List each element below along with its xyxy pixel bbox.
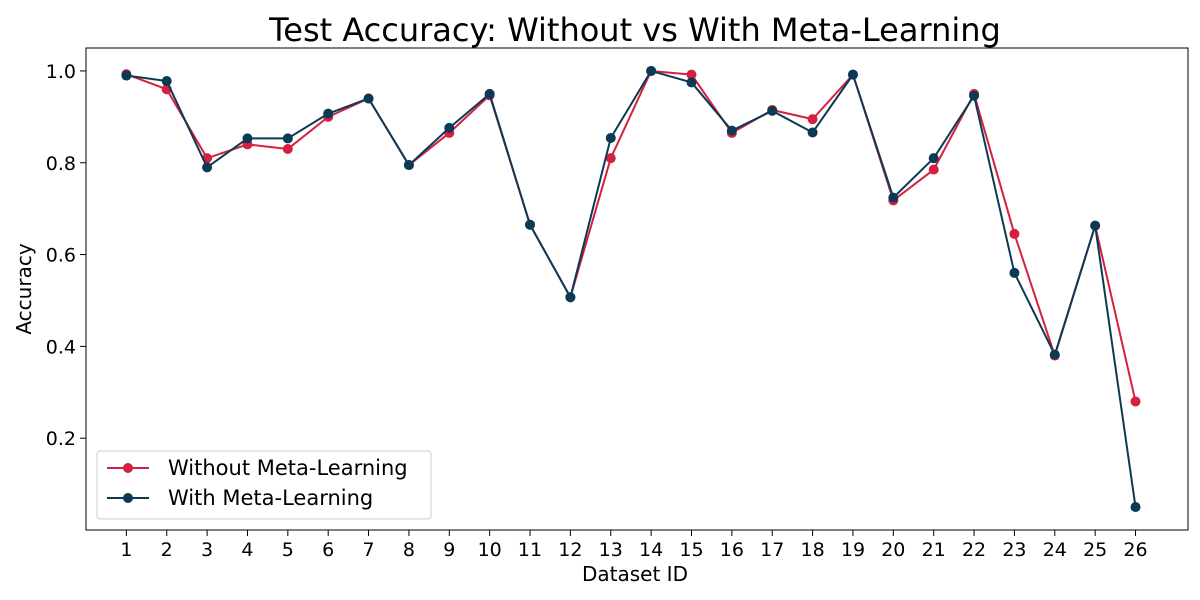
- data-point-with-meta-learning: [282, 133, 293, 144]
- x-axis: 1 2 3 4 5 6 7 8 9 10 11 12 13 14 15 16 17 18 19 20 21 22 23 24 2…: [120, 530, 1148, 561]
- x-tick-label: 5: [282, 539, 294, 561]
- chart-title: Test Accuracy: Without vs With Meta-Lear…: [268, 11, 1001, 49]
- data-point-with-meta-learning: [363, 93, 374, 104]
- x-tick-label: 18: [800, 539, 824, 561]
- x-tick-label: 22: [962, 539, 986, 561]
- data-point-without-meta-learning: [282, 143, 293, 154]
- y-axis: 0.2 0.4 0.6 0.8 1.0: [46, 61, 86, 450]
- data-point-with-meta-learning: [323, 108, 334, 119]
- data-point-with-meta-learning: [646, 65, 657, 76]
- legend-label-without-meta-learning: Without Meta-Learning: [168, 456, 408, 480]
- data-point-without-meta-learning: [605, 153, 616, 164]
- data-point-with-meta-learning: [1130, 502, 1141, 513]
- data-point-with-meta-learning: [484, 88, 495, 99]
- data-point-with-meta-learning: [242, 133, 253, 144]
- x-tick-label: 3: [201, 539, 213, 561]
- series-layer: [121, 65, 1141, 513]
- y-tick-label: 0.8: [46, 153, 76, 175]
- x-tick-label: 2: [161, 539, 173, 561]
- series-without-meta-learning: [121, 65, 1141, 407]
- x-tick-label: 11: [518, 539, 542, 561]
- y-tick-label: 1.0: [46, 61, 76, 83]
- data-point-with-meta-learning: [444, 122, 455, 133]
- x-axis-label: Dataset ID: [582, 562, 688, 586]
- y-tick-label: 0.2: [46, 428, 76, 450]
- x-tick-label: 19: [841, 539, 865, 561]
- x-tick-label: 23: [1002, 539, 1026, 561]
- data-point-without-meta-learning: [928, 164, 939, 175]
- data-point-with-meta-learning: [565, 292, 576, 303]
- x-tick-label: 8: [403, 539, 415, 561]
- x-tick-label: 7: [363, 539, 375, 561]
- data-point-without-meta-learning: [1009, 228, 1020, 239]
- x-tick-label: 10: [478, 539, 502, 561]
- legend: Without Meta-Learning With Meta-Learning: [96, 450, 432, 520]
- x-tick-label: 13: [599, 539, 623, 561]
- plot-area-frame: [85, 47, 1189, 531]
- data-point-with-meta-learning: [928, 153, 939, 164]
- legend-marker-with-meta-learning: [123, 493, 133, 503]
- data-point-with-meta-learning: [525, 219, 536, 230]
- y-tick-label: 0.6: [46, 245, 76, 267]
- x-tick-label: 9: [443, 539, 455, 561]
- legend-marker-without-meta-learning: [123, 463, 133, 473]
- x-tick-label: 14: [639, 539, 663, 561]
- data-point-with-meta-learning: [767, 105, 778, 116]
- data-point-without-meta-learning: [1130, 396, 1141, 407]
- x-tick-label: 24: [1043, 539, 1067, 561]
- x-tick-label: 1: [120, 539, 132, 561]
- x-tick-label: 12: [558, 539, 582, 561]
- data-point-with-meta-learning: [726, 125, 737, 136]
- x-tick-label: 20: [881, 539, 905, 561]
- series-line-with-meta-learning: [126, 69, 1137, 508]
- x-tick-label: 26: [1123, 539, 1147, 561]
- data-point-with-meta-learning: [686, 77, 697, 88]
- x-tick-label: 25: [1083, 539, 1107, 561]
- data-point-with-meta-learning: [202, 162, 213, 173]
- data-point-with-meta-learning: [403, 160, 414, 171]
- data-point-with-meta-learning: [121, 70, 132, 81]
- x-tick-label: 4: [241, 539, 253, 561]
- data-point-with-meta-learning: [605, 132, 616, 143]
- y-tick-label: 0.4: [46, 336, 76, 358]
- series-with-meta-learning: [121, 65, 1141, 513]
- data-point-with-meta-learning: [807, 127, 818, 138]
- data-point-with-meta-learning: [969, 90, 980, 101]
- x-tick-label: 6: [322, 539, 334, 561]
- x-tick-label: 16: [720, 539, 744, 561]
- data-point-without-meta-learning: [686, 69, 697, 80]
- series-line-without-meta-learning: [126, 69, 1137, 402]
- x-tick-label: 21: [922, 539, 946, 561]
- data-point-with-meta-learning: [1049, 349, 1060, 360]
- legend-box: [96, 450, 432, 520]
- data-point-without-meta-learning: [807, 114, 818, 125]
- data-point-with-meta-learning: [1090, 220, 1101, 231]
- y-axis-label: Accuracy: [12, 243, 36, 334]
- legend-label-with-meta-learning: With Meta-Learning: [168, 486, 373, 510]
- x-tick-label: 17: [760, 539, 784, 561]
- data-point-with-meta-learning: [847, 69, 858, 80]
- data-point-with-meta-learning: [1009, 267, 1020, 278]
- x-tick-label: 15: [679, 539, 703, 561]
- data-point-with-meta-learning: [888, 192, 899, 203]
- data-point-with-meta-learning: [161, 76, 172, 87]
